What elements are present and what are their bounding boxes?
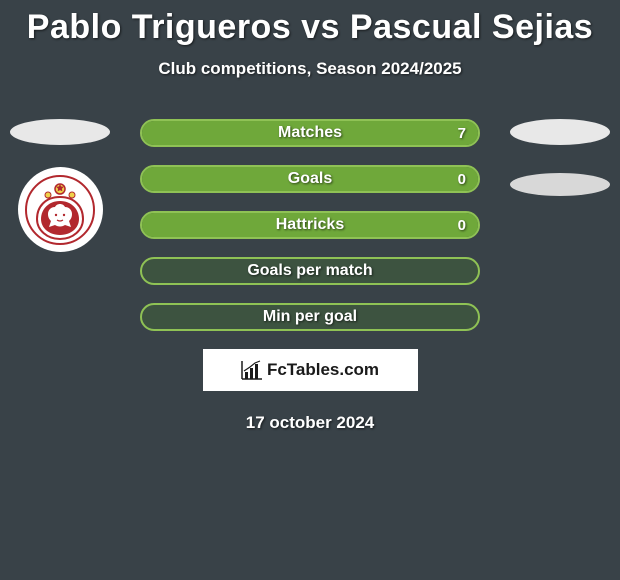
player-right-photo-placeholder bbox=[510, 119, 610, 145]
brand-watermark: FcTables.com bbox=[203, 349, 418, 391]
stat-row: Min per goal bbox=[140, 303, 480, 331]
stat-value-right: 0 bbox=[458, 167, 466, 191]
stat-row: Goals0 bbox=[140, 165, 480, 193]
stat-row: Goals per match bbox=[140, 257, 480, 285]
club-crest-icon bbox=[25, 175, 95, 245]
generation-date: 17 october 2024 bbox=[0, 413, 620, 433]
stat-label: Matches bbox=[142, 121, 478, 145]
stat-value-right: 0 bbox=[458, 213, 466, 237]
stat-label: Hattricks bbox=[142, 213, 478, 237]
stat-label: Goals per match bbox=[142, 259, 478, 283]
page-title: Pablo Trigueros vs Pascual Sejias bbox=[0, 0, 620, 47]
player-left-club-logo bbox=[18, 167, 103, 252]
player-left-block bbox=[10, 119, 110, 252]
player-right-club-logo-placeholder bbox=[510, 173, 610, 196]
stat-value-right: 7 bbox=[458, 121, 466, 145]
page-subtitle: Club competitions, Season 2024/2025 bbox=[0, 59, 620, 79]
stats-container: Matches7Goals0Hattricks0Goals per matchM… bbox=[0, 119, 620, 331]
stat-label: Goals bbox=[142, 167, 478, 191]
bar-chart-icon bbox=[241, 360, 263, 380]
stat-row: Matches7 bbox=[140, 119, 480, 147]
player-left-photo-placeholder bbox=[10, 119, 110, 145]
brand-text: FcTables.com bbox=[267, 360, 379, 380]
stat-bars: Matches7Goals0Hattricks0Goals per matchM… bbox=[140, 119, 480, 331]
stat-row: Hattricks0 bbox=[140, 211, 480, 239]
player-right-block bbox=[510, 119, 610, 196]
stat-label: Min per goal bbox=[142, 305, 478, 329]
